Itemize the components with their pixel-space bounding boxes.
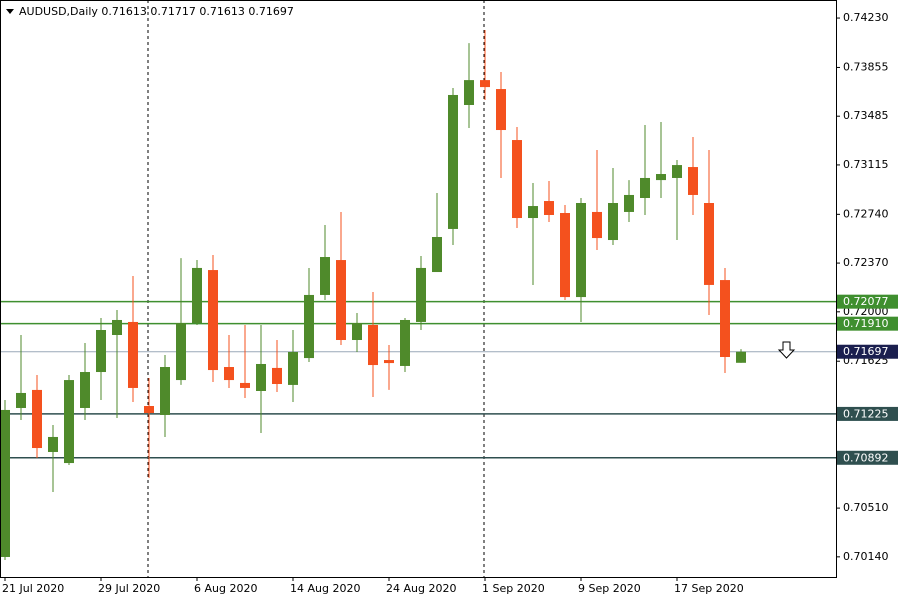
x-tick-label: 14 Aug 2020 bbox=[290, 582, 360, 595]
candle-body bbox=[384, 360, 394, 364]
candle-body bbox=[144, 406, 154, 413]
candle-body bbox=[32, 389, 42, 449]
level-label-box bbox=[837, 450, 898, 465]
x-tick-label: 24 Aug 2020 bbox=[386, 582, 456, 595]
x-tick-label: 9 Sep 2020 bbox=[578, 582, 641, 595]
candle-body bbox=[608, 203, 618, 241]
candle-body bbox=[0, 409, 10, 557]
candle-body bbox=[48, 436, 58, 452]
plot-border bbox=[0, 0, 837, 578]
level-label: 0.72077 bbox=[843, 295, 889, 308]
candle-body bbox=[576, 203, 586, 298]
candle-body bbox=[224, 367, 234, 381]
y-tick-label: 0.72740 bbox=[843, 207, 889, 220]
candle-body bbox=[304, 294, 314, 359]
candle-body bbox=[256, 363, 266, 391]
candle-body bbox=[432, 236, 442, 273]
y-tick-label: 0.73115 bbox=[843, 158, 889, 171]
y-tick-label: 0.72370 bbox=[843, 256, 889, 269]
chart-title: AUDUSD,Daily 0.71613 0.71717 0.71613 0.7… bbox=[19, 5, 294, 18]
y-tick-label: 0.73855 bbox=[843, 60, 889, 73]
candle-body bbox=[528, 206, 538, 219]
candles bbox=[0, 30, 746, 561]
y-tick-label: 0.70510 bbox=[843, 501, 889, 514]
y-tick-label: 0.73485 bbox=[843, 109, 889, 122]
x-tick-label: 21 Jul 2020 bbox=[2, 582, 64, 595]
level-label-box bbox=[837, 294, 898, 309]
x-tick-label: 6 Aug 2020 bbox=[194, 582, 257, 595]
level-label: 0.71225 bbox=[843, 407, 889, 420]
candle-body bbox=[352, 323, 362, 341]
candle-body bbox=[64, 380, 74, 464]
candle-body bbox=[272, 367, 282, 385]
candle-body bbox=[160, 367, 170, 415]
level-label: 0.71697 bbox=[843, 345, 889, 358]
level-label-box bbox=[837, 344, 898, 359]
candle-body bbox=[624, 194, 634, 212]
candle-body bbox=[400, 319, 410, 366]
candle-body bbox=[16, 392, 26, 408]
candle-body bbox=[80, 372, 90, 408]
candle-body bbox=[448, 94, 458, 229]
y-tick-label: 0.70140 bbox=[843, 550, 889, 563]
sell-arrow bbox=[777, 341, 796, 359]
candle-body bbox=[704, 203, 714, 285]
candle-body bbox=[208, 270, 218, 371]
candle-body bbox=[736, 351, 746, 363]
candle-body bbox=[720, 280, 730, 358]
candle-body bbox=[288, 351, 298, 385]
candle-body bbox=[496, 89, 506, 131]
candle-body bbox=[688, 167, 698, 195]
x-tick-label: 29 Jul 2020 bbox=[98, 582, 160, 595]
axes: 0.74230 0.73855 0.73485 0.73115 0.72740 0.723… bbox=[2, 11, 898, 595]
candle-body bbox=[320, 257, 330, 295]
level-label: 0.70892 bbox=[843, 451, 889, 464]
candle-body bbox=[560, 213, 570, 298]
candle-body bbox=[416, 267, 426, 322]
candle-body bbox=[240, 382, 250, 388]
candle-body bbox=[176, 323, 186, 381]
candle-body bbox=[512, 140, 522, 219]
candle-body bbox=[192, 267, 202, 324]
candle-body bbox=[544, 201, 554, 215]
candle-body bbox=[128, 321, 138, 388]
candle-body bbox=[640, 177, 650, 198]
candle-body bbox=[112, 319, 122, 336]
x-tick-label: 17 Sep 2020 bbox=[674, 582, 744, 595]
y-tick-label: 0.74230 bbox=[843, 11, 889, 24]
candle-body bbox=[672, 165, 682, 178]
x-tick-label: 1 Sep 2020 bbox=[482, 582, 545, 595]
candle-body bbox=[480, 80, 490, 88]
candle-body bbox=[336, 260, 346, 341]
candle-body bbox=[368, 324, 378, 366]
symbol-menu-icon[interactable] bbox=[6, 9, 14, 14]
candle-body bbox=[96, 329, 106, 373]
level-label: 0.71910 bbox=[843, 317, 889, 330]
level-label-box bbox=[837, 316, 898, 331]
level-label-box bbox=[837, 406, 898, 421]
candle-body bbox=[656, 174, 666, 181]
candle-body bbox=[592, 211, 602, 239]
candle-body bbox=[464, 80, 474, 105]
